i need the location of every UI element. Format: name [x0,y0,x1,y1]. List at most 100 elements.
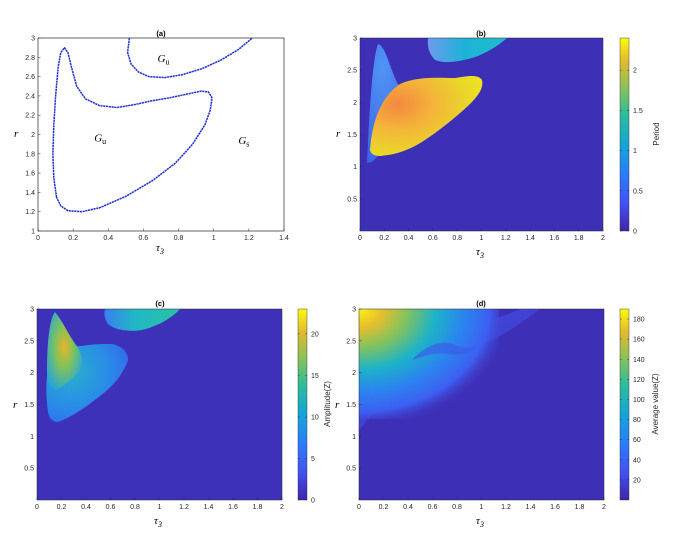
x-tick-label: 1.2 [244,235,254,242]
region-average-high-d [359,309,499,419]
colorbar-tick-label: 2 [633,68,637,75]
x-tick-label: 0.4 [404,235,414,242]
region-label: Gu [157,53,169,67]
x-tick-label: 0.8 [130,504,140,511]
colorbar-ticks-d: 20 40 60 80 100 120 140 160 180 [620,317,645,484]
x-tick-label: 0 [36,235,40,242]
colorbar-ticks-c: 0 5 10 15 20 [298,331,319,505]
colorbar-label-c: Amplitude(Z) [323,381,332,427]
colorbar-tick-label: 10 [311,414,319,421]
y-axis-label-a: r [14,128,19,140]
x-tick-label: 0.6 [139,235,149,242]
x-tick-label: 0.4 [81,504,91,511]
y-tick-label: 2.5 [24,338,34,345]
colorbar-b [619,37,630,232]
region-notch-d [412,342,476,360]
axis-ticks-c: 0 0.2 0.4 0.6 0.8 1 1.2 1.4 1.6 1.8 2 0.5 1 1.5 2 2.5 3 [24,307,284,512]
x-tick-label: 1 [212,235,216,242]
y-tick-label: 1.5 [24,402,34,409]
x-tick-label: 0.2 [379,235,389,242]
colorbar-tick-label: 20 [633,477,641,484]
x-tick-label: 0.2 [379,504,389,511]
plot-area-a [37,37,285,232]
panel-title-a: (a) [156,29,166,38]
x-tick-label: 0.4 [103,235,113,242]
region-label: Gs [238,135,249,149]
x-tick-label: 1.2 [501,504,511,511]
colorbar-d [619,308,630,501]
x-tick-label: 1 [480,235,484,242]
colorbar-tick-label: 60 [633,437,641,444]
x-axis-label-c: τ3 [154,515,162,529]
axis-ticks-a: 0 0.2 0.4 0.6 0.8 1 1.2 1.4 1 1.2 1.4 1.6 1.8 2 2.2 2.4… [25,36,289,243]
x-tick-label: 1.6 [228,504,238,511]
x-tick-label: 0 [357,504,361,511]
colorbar-tick-label: 0 [311,498,315,505]
x-tick-label: 1.4 [279,235,289,242]
colorbar-tick-label: 1.5 [633,108,643,115]
axis-ticks-d: 0 0.2 0.4 0.6 0.8 1 1.2 1.4 1.6 1.8 2 0.5 1 1.5 2 2.5 3 [346,307,606,512]
x-tick-label: 1 [158,504,162,511]
x-tick-label: 1.8 [253,504,263,511]
y-tick-label: 2 [31,132,35,139]
heatmap-regions-c [46,309,180,422]
colorbar-tick-label: 20 [311,331,319,338]
x-tick-label: 1 [480,504,484,511]
x-tick-label: 1.4 [525,235,535,242]
panel-title-d: (d) [476,299,486,308]
colorbar-label-d: Average value(Z) [651,373,660,435]
y-tick-label: 0.5 [24,466,34,473]
colorbar-ticks-b: 0 0.5 1 1.5 2 [620,68,643,236]
y-tick-label: 1.5 [347,132,357,139]
y-tick-label: 2 [352,370,356,377]
contour-lines-a [52,37,253,213]
panel-c: (c) 0 0.2 0.4 0.6 0.8 1 1.2 1.4 1.6 1.8 2 0.5 1 1.5 2 2… [13,299,332,529]
x-tick-label: 0.2 [68,235,78,242]
x-tick-label: 0.6 [428,235,438,242]
y-tick-label: 1.4 [25,190,35,197]
contour-line-1 [52,46,213,213]
region-labels-a: Gu Gu Gs [94,53,249,149]
region-top-band-b [427,38,507,63]
x-tick-label: 0.2 [57,504,67,511]
x-tick-label: 1.4 [526,504,536,511]
colorbar-tick-label: 180 [633,317,645,324]
colorbar-tick-label: 0.5 [633,188,643,195]
x-tick-label: 1.4 [204,504,214,511]
y-tick-label: 2 [353,100,357,107]
colorbar-tick-label: 15 [311,373,319,380]
colorbar-tick-label: 40 [633,457,641,464]
x-tick-label: 0.4 [403,504,413,511]
y-tick-label: 3 [31,36,35,43]
x-tick-label: 2 [280,504,284,511]
region-label: Gu [94,132,106,146]
axis-ticks-b: 0 0.2 0.4 0.6 0.8 1 1.2 1.4 1.6 1.8 2 0.5 1 1.5 2 2.5 3 [347,36,605,243]
x-tick-label: 2 [602,504,606,511]
colorbar-tick-label: 160 [633,337,645,344]
colorbar-tick-label: 0 [633,229,637,236]
y-tick-label: 0.5 [346,466,356,473]
x-tick-label: 0.8 [174,235,184,242]
panel-b: (b) 0 0.2 0.4 0.6 0.8 1 1.2 1.4 1.6 1.8 2 0.5 1 1.5 2 2… [336,29,661,260]
y-tick-label: 3 [352,307,356,314]
x-tick-label: 1.8 [575,504,585,511]
region-period-high-b [370,76,483,156]
y-tick-label: 1 [30,434,34,441]
y-tick-label: 2.4 [25,93,35,100]
x-tick-label: 2 [601,235,605,242]
colorbar-c [297,308,308,501]
y-tick-label: 1 [353,164,357,171]
y-tick-label: 1.2 [25,209,35,216]
x-tick-label: 0.8 [452,235,462,242]
x-tick-label: 1.6 [550,235,560,242]
panel-d: (d) 0 0.2 0.4 0.6 0.8 1 1.2 1.4 1.6 1.8 2 0.5 1 1.5 2 2… [335,299,660,529]
y-tick-label: 2.6 [25,74,35,81]
y-tick-label: 1.5 [346,402,356,409]
heatmap-regions-b [367,38,507,163]
x-tick-label: 0.8 [452,504,462,511]
y-tick-label: 1 [31,229,35,236]
y-axis-label-d: r [335,399,340,411]
y-tick-label: 2 [30,370,34,377]
x-tick-label: 0.6 [106,504,116,511]
region-amplitude-peak-c [47,312,82,390]
